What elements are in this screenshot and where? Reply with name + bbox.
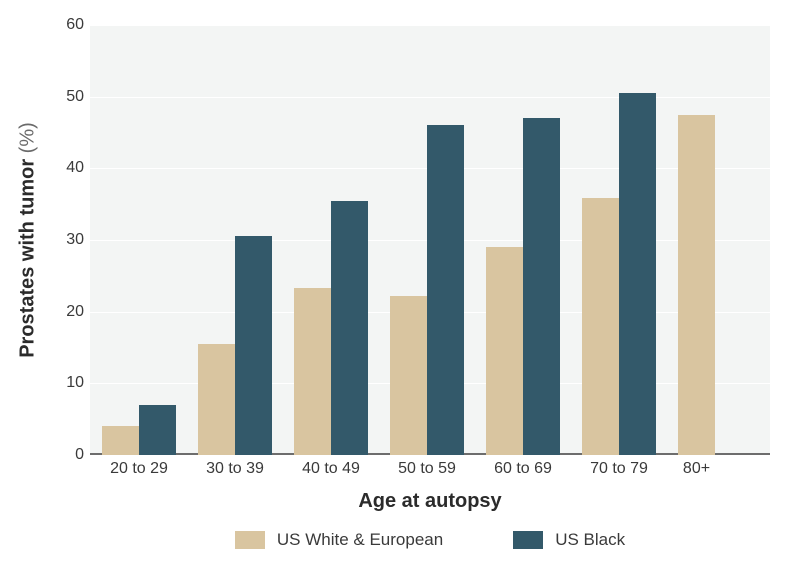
bar (427, 125, 464, 455)
bar (582, 198, 619, 455)
bar (139, 405, 176, 455)
grid-line (90, 25, 770, 26)
y-tick-label: 50 (34, 88, 84, 106)
y-tick-label: 30 (34, 231, 84, 249)
bar (294, 288, 331, 455)
bar (523, 118, 560, 455)
plot-area (90, 25, 770, 455)
y-tick-label: 20 (34, 303, 84, 321)
bar (331, 201, 368, 455)
x-tick-label: 60 to 69 (494, 460, 552, 478)
x-tick-label: 80+ (683, 460, 710, 478)
x-tick-label: 30 to 39 (206, 460, 264, 478)
x-tick-label: 40 to 49 (302, 460, 360, 478)
bar (235, 236, 272, 455)
legend-label: US Black (555, 530, 625, 550)
x-tick-label: 50 to 59 (398, 460, 456, 478)
legend-label: US White & European (277, 530, 443, 550)
y-tick-label: 10 (34, 374, 84, 392)
y-axis-title-unit: (%) (17, 122, 39, 159)
bar (486, 247, 523, 455)
x-axis-title: Age at autopsy (90, 490, 770, 513)
legend-swatch (513, 531, 543, 549)
legend-swatch (235, 531, 265, 549)
y-tick-label: 0 (34, 446, 84, 464)
bar (678, 115, 715, 455)
x-tick-label: 70 to 79 (590, 460, 648, 478)
legend-item: US White & European (235, 530, 443, 550)
bar (102, 426, 139, 455)
grid-line (90, 97, 770, 98)
y-tick-label: 40 (34, 159, 84, 177)
legend: US White & European US Black (90, 530, 770, 550)
legend-item: US Black (513, 530, 625, 550)
y-tick-label: 60 (34, 16, 84, 34)
bar (198, 344, 235, 455)
bar (390, 296, 427, 455)
x-tick-label: 20 to 29 (110, 460, 168, 478)
bar (619, 93, 656, 455)
y-axis-title-main: Prostates with tumor (17, 159, 39, 358)
chart-container: Prostates with tumor (%) Age at autopsy … (0, 0, 800, 571)
